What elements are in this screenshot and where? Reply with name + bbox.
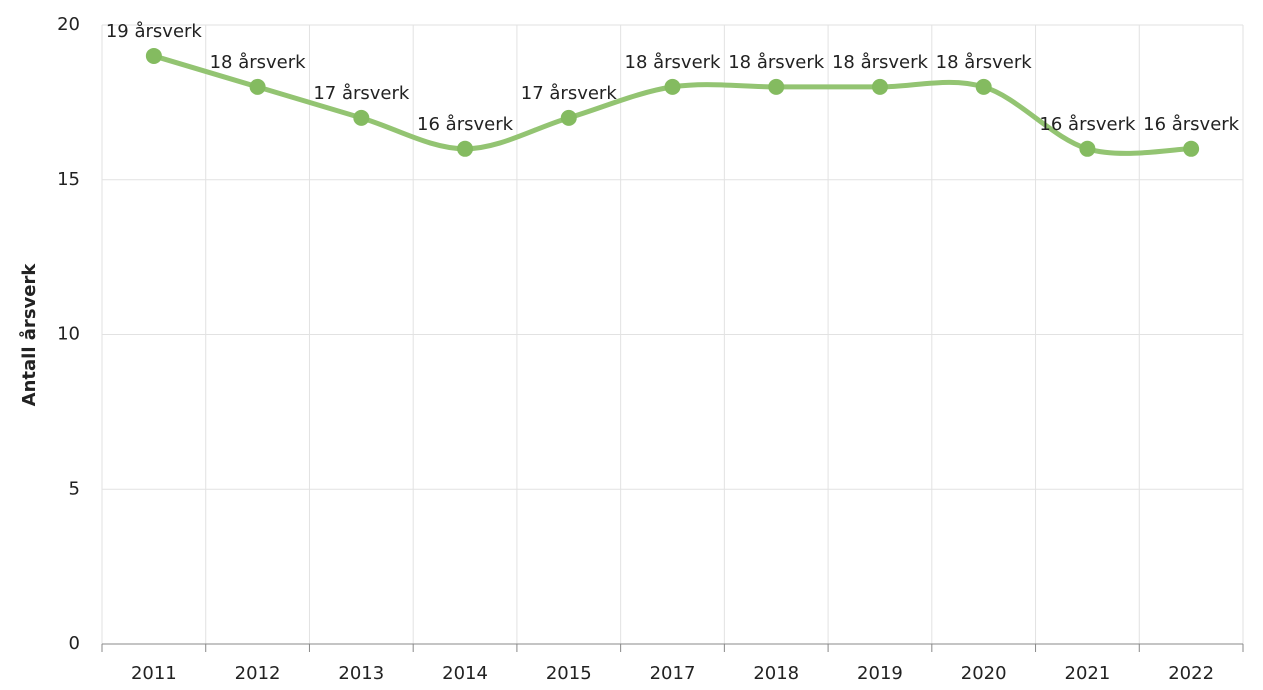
data-label: 19 årsverk	[106, 21, 203, 42]
point	[975, 78, 992, 95]
point	[560, 109, 577, 126]
point	[249, 78, 266, 95]
x-tick-label: 2020	[961, 663, 1007, 684]
x-tick-label: 2018	[753, 663, 799, 684]
x-tick-label: 2015	[546, 663, 592, 684]
point	[145, 47, 162, 64]
x-tick-label: 2022	[1168, 663, 1214, 684]
data-label: 18 årsverk	[210, 52, 307, 73]
data-label: 17 årsverk	[521, 83, 618, 104]
point	[1079, 140, 1096, 157]
y-tick-label: 0	[69, 633, 80, 654]
data-label: 16 årsverk	[1039, 114, 1136, 135]
y-tick-label: 5	[69, 478, 80, 499]
point	[457, 140, 474, 157]
data-label: 16 årsverk	[1143, 114, 1240, 135]
point	[1183, 140, 1200, 157]
x-tick-label: 2017	[650, 663, 696, 684]
x-tick-label: 2012	[235, 663, 281, 684]
point	[768, 78, 785, 95]
data-label: 18 årsverk	[936, 52, 1033, 73]
point	[664, 78, 681, 95]
x-tick-label: 2013	[338, 663, 384, 684]
y-axis-label: Antall årsverk	[18, 263, 40, 407]
x-tick-label: 2021	[1065, 663, 1111, 684]
x-tick-label: 2019	[857, 663, 903, 684]
y-tick-label: 15	[57, 169, 80, 190]
y-tick-label: 20	[57, 14, 80, 35]
data-label: 18 årsverk	[832, 52, 929, 73]
data-label: 18 årsverk	[625, 52, 722, 73]
y-tick-label: 10	[57, 324, 80, 345]
x-tick-label: 2011	[131, 663, 177, 684]
data-label: 17 årsverk	[313, 83, 410, 104]
data-label: 16 årsverk	[417, 114, 514, 135]
point	[353, 109, 370, 126]
data-label: 18 årsverk	[728, 52, 825, 73]
x-tick-label: 2014	[442, 663, 488, 684]
point	[871, 78, 888, 95]
